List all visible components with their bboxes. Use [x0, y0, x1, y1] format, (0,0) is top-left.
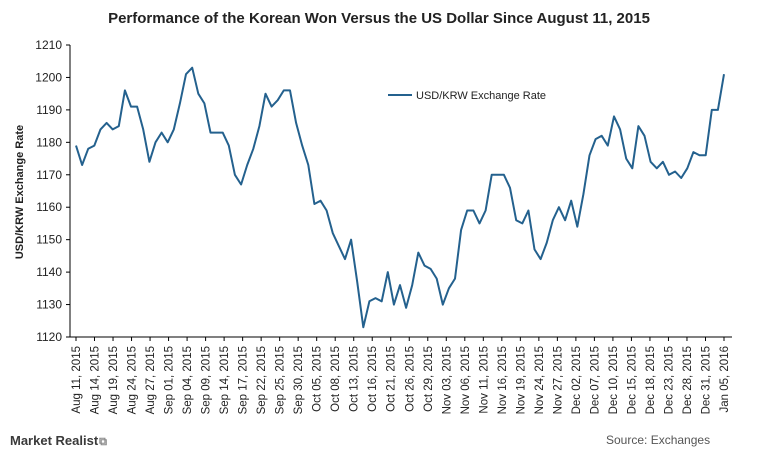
x-tick-label: Oct 13, 2015 [349, 346, 361, 412]
y-tick-label: 1160 [36, 200, 62, 214]
x-tick-label: Dec 23, 2015 [663, 346, 675, 414]
x-tick-label: Nov 16, 2015 [497, 346, 509, 414]
x-tick-label: Nov 03, 2015 [441, 346, 453, 414]
y-axis: 1120 1130 1140 1150 1160 1170 1180 1190 1200 1210 [35, 38, 71, 344]
x-tick-label: Oct 21, 2015 [386, 346, 398, 412]
y-tick-label: 1140 [36, 265, 62, 279]
x-tick-label: Sep 14, 2015 [219, 346, 231, 414]
brand-name: Market Realist [10, 433, 99, 448]
x-tick-label: Oct 26, 2015 [404, 346, 416, 412]
x-tick-label: Sep 04, 2015 [182, 346, 194, 414]
y-tick-label: 1120 [36, 330, 62, 344]
brand-logo: Market Realist⧉ [10, 433, 107, 449]
x-tick-label: Nov 27, 2015 [552, 346, 564, 414]
y-tick-label: 1210 [35, 38, 62, 52]
x-tick-label: Sep 25, 2015 [275, 346, 287, 414]
x-tick-label: Sep 09, 2015 [201, 346, 213, 414]
x-tick-label: Dec 28, 2015 [682, 346, 694, 414]
x-axis: Aug 11, 2015 Aug 14, 2015 Aug 19, 2015 Aug … [70, 336, 732, 414]
x-tick-label: Aug 19, 2015 [108, 346, 120, 414]
x-tick-label: Aug 27, 2015 [145, 346, 157, 414]
x-tick-label: Aug 11, 2015 [71, 346, 83, 414]
y-tick-label: 1150 [36, 233, 62, 247]
series-line-usd-krw [75, 66, 725, 329]
x-tick-label: Dec 10, 2015 [608, 346, 620, 414]
x-tick-label: Jan 05, 2016 [719, 346, 731, 413]
x-tick-label: Sep 17, 2015 [238, 346, 250, 414]
x-tick-label: Nov 11, 2015 [478, 346, 490, 414]
chart-title: Performance of the Korean Won Versus the… [108, 10, 650, 27]
legend: USD/KRW Exchange Rate [388, 90, 546, 102]
y-tick-label: 1180 [36, 135, 62, 149]
y-tick-label: 1130 [36, 298, 62, 312]
y-tick-label: 1190 [36, 103, 62, 117]
x-tick-label: Oct 29, 2015 [423, 346, 435, 412]
x-tick-label: Dec 15, 2015 [626, 346, 638, 414]
y-axis-label: USD/KRW Exchange Rate [14, 125, 26, 259]
x-tick-label: Dec 07, 2015 [589, 346, 601, 414]
series-layer [75, 66, 725, 329]
x-tick-label: Dec 18, 2015 [645, 346, 657, 414]
y-tick-label: 1200 [35, 70, 62, 84]
magnifier-icon: ⧉ [99, 436, 108, 448]
y-tick-label: 1170 [36, 168, 62, 182]
x-tick-label: Oct 16, 2015 [367, 346, 379, 412]
x-tick-label: Oct 05, 2015 [312, 346, 324, 412]
x-tick-label: Sep 22, 2015 [256, 346, 268, 414]
legend-label: USD/KRW Exchange Rate [416, 90, 546, 102]
x-tick-label: Aug 24, 2015 [127, 346, 139, 414]
x-tick-label: Nov 06, 2015 [460, 346, 472, 414]
source-note: Source: Exchanges [606, 433, 711, 447]
x-tick-label: Oct 08, 2015 [330, 346, 342, 412]
x-tick-label: Sep 30, 2015 [293, 346, 305, 414]
x-tick-label: Nov 19, 2015 [515, 346, 527, 414]
x-tick-label: Dec 02, 2015 [571, 346, 583, 414]
x-tick-label: Dec 31, 2015 [700, 346, 712, 414]
x-tick-label: Aug 14, 2015 [90, 346, 102, 414]
x-tick-label: Nov 24, 2015 [534, 346, 546, 414]
x-tick-label: Sep 01, 2015 [164, 346, 176, 414]
